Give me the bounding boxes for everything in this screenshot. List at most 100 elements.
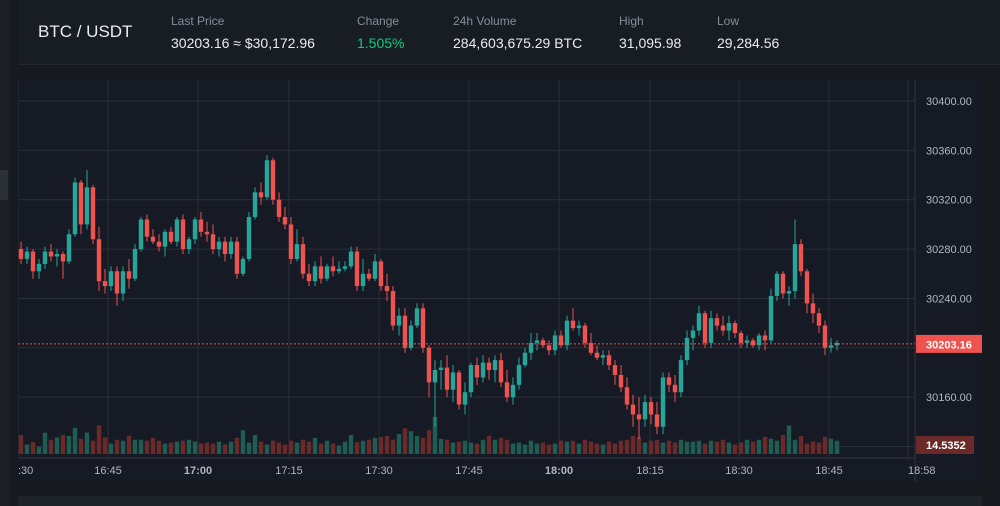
- candle-body: [642, 402, 648, 420]
- volume-stat: 24h Volume 284,603,675.29 BTC: [453, 14, 582, 51]
- candle-body: [552, 335, 558, 351]
- volume-bar: [108, 443, 114, 454]
- volume-bar: [30, 442, 36, 454]
- volume-bar: [354, 442, 360, 454]
- price-tick-label: 30320.00: [926, 195, 972, 207]
- volume-bar: [114, 439, 120, 454]
- volume-bar: [54, 437, 60, 454]
- volume-bar: [534, 443, 540, 454]
- candle-body: [306, 273, 312, 282]
- volume-bar: [582, 439, 588, 454]
- candle-body: [678, 360, 684, 393]
- candle-body: [102, 281, 108, 287]
- time-tick-label: 17:00: [184, 465, 212, 477]
- candle-body: [192, 219, 198, 240]
- volume-bar: [24, 444, 30, 454]
- volume-bar: [522, 444, 528, 454]
- volume-bar: [696, 440, 702, 454]
- volume-bar: [510, 443, 516, 454]
- time-tick-label: 18:15: [636, 465, 664, 477]
- volume-bar: [588, 441, 594, 454]
- candle-body: [294, 244, 300, 259]
- volume-bar: [60, 435, 66, 454]
- candle-body: [672, 384, 678, 393]
- volume-bar: [408, 431, 414, 454]
- candle-body: [60, 254, 66, 262]
- candle-body: [816, 313, 822, 326]
- candle-body: [228, 241, 234, 255]
- volume-bar: [270, 440, 276, 454]
- candle-body: [798, 244, 804, 272]
- candle-body: [522, 352, 528, 366]
- candle-body: [420, 308, 426, 348]
- candle-body: [264, 160, 270, 198]
- candle-body: [558, 335, 564, 346]
- volume-bar: [726, 442, 732, 454]
- volume-bar: [144, 440, 150, 454]
- volume-bar: [234, 437, 240, 454]
- time-tick-label: 18:45: [815, 465, 843, 477]
- volume-bar: [798, 435, 804, 454]
- volume-bar: [432, 416, 438, 454]
- candle-body: [612, 365, 618, 375]
- candle-body: [468, 365, 474, 393]
- volume-bar: [258, 441, 264, 454]
- left-panel-handle[interactable]: [0, 170, 8, 200]
- volume-bar: [390, 439, 396, 454]
- candle-body: [216, 241, 222, 250]
- candle-body: [84, 187, 90, 225]
- change-stat: Change 1.505%: [357, 14, 404, 51]
- candle-body: [390, 291, 396, 326]
- volume-bar: [240, 430, 246, 454]
- candle-body: [504, 382, 510, 398]
- volume-bar: [720, 439, 726, 454]
- candle-body: [630, 404, 636, 415]
- last-price-stat: Last Price 30203.16 ≈ $30,172.96: [171, 14, 315, 51]
- volume-bar: [756, 439, 762, 454]
- volume-bar: [684, 441, 690, 454]
- candle-body: [564, 320, 570, 346]
- candle-body: [456, 372, 462, 405]
- candle-body: [204, 231, 210, 235]
- candle-body: [282, 216, 288, 225]
- volume-bar: [660, 442, 666, 454]
- price-tick-label: 30240.00: [926, 293, 972, 305]
- volume-bar: [174, 441, 180, 454]
- candle-body: [330, 266, 336, 272]
- price-tick-label: 30360.00: [926, 145, 972, 157]
- candlestick-chart[interactable]: 30400.00 30360.00 30320.00 30280.00 30240.00…: [17, 80, 982, 482]
- volume-bar: [828, 438, 834, 454]
- candle-body: [492, 360, 498, 371]
- candle-body: [114, 271, 120, 294]
- candle-body: [24, 251, 30, 259]
- candle-body: [174, 219, 180, 242]
- candle-body: [534, 340, 540, 343]
- candle-body: [348, 251, 354, 267]
- volume-bar: [480, 439, 486, 454]
- candle-body: [486, 362, 492, 371]
- candle-body: [570, 320, 576, 329]
- candle-body: [744, 340, 750, 343]
- volume-bar: [198, 443, 204, 454]
- volume-bar: [570, 440, 576, 454]
- price-tick-label: 30280.00: [926, 244, 972, 256]
- bottom-panel-edge: [18, 496, 982, 506]
- chart-background: [18, 80, 982, 482]
- trading-pair-title[interactable]: BTC / USDT: [38, 22, 133, 41]
- volume-bar: [210, 443, 216, 454]
- volume-bar: [246, 442, 252, 454]
- last-price-badge-label: 30203.16: [926, 339, 972, 351]
- candle-body: [378, 261, 384, 287]
- volume-bar: [120, 440, 126, 454]
- candle-body: [822, 325, 828, 348]
- chart-container[interactable]: 30400.00 30360.00 30320.00 30280.00 30240.00…: [17, 80, 982, 482]
- volume-bar: [48, 439, 54, 454]
- volume-bar: [126, 435, 132, 454]
- candle-body: [342, 266, 348, 269]
- volume-bar: [648, 440, 654, 454]
- volume-bar: [102, 437, 108, 454]
- volume-bar: [42, 432, 48, 454]
- volume-bar: [342, 441, 348, 454]
- candle-body: [30, 251, 36, 272]
- candle-body: [186, 239, 192, 250]
